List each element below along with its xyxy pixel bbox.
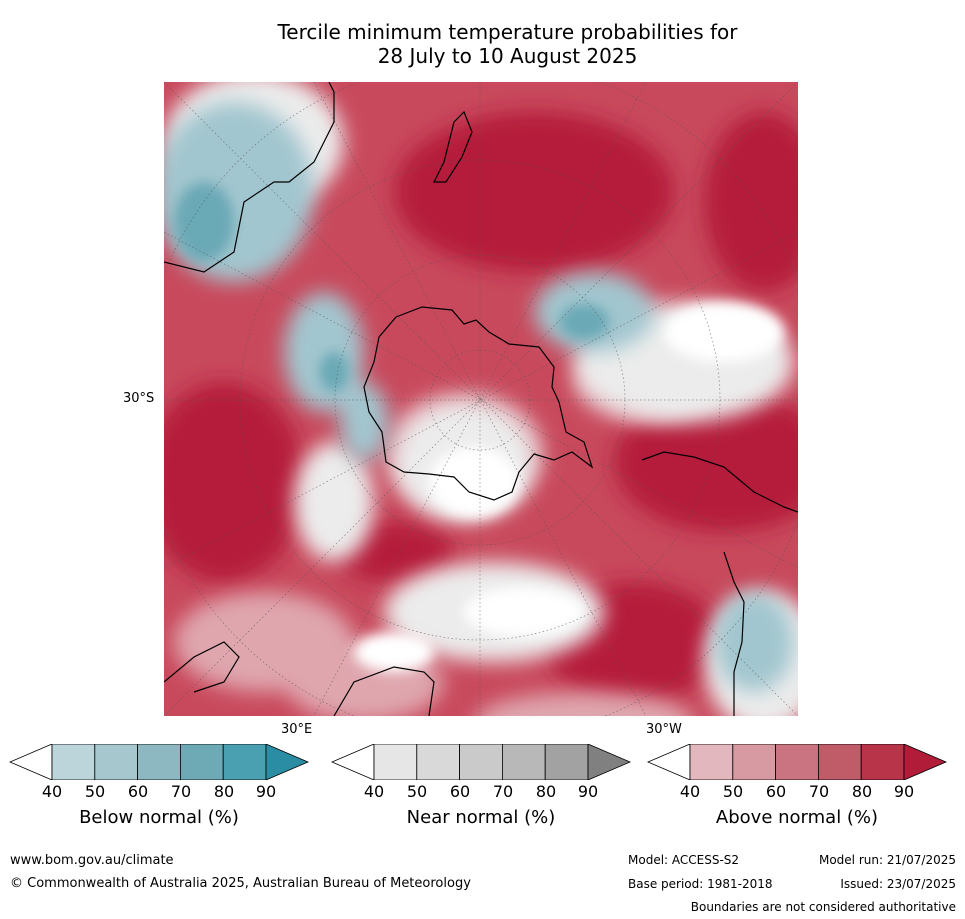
colorbar-extend-high <box>587 744 631 780</box>
colorbar-bin <box>689 744 734 780</box>
issued-date: Issued: 23/07/2025 <box>840 877 956 891</box>
lat-label-30s: 30°S <box>123 391 155 406</box>
colorbar-bin <box>860 744 905 780</box>
tick: 90 <box>577 782 599 801</box>
south-america-outline <box>641 451 798 716</box>
lon-label-30e: 30°E <box>281 722 313 737</box>
colorbar-extend-low <box>647 744 691 780</box>
base-period: Base period: 1981-2018 <box>628 877 773 891</box>
tick: 80 <box>535 782 557 801</box>
colorbar-below-normal <box>9 744 309 780</box>
colorbar-bin <box>416 744 461 780</box>
tick: 50 <box>722 782 744 801</box>
colorbar-bin <box>544 744 589 780</box>
new-zealand-outline <box>433 110 473 183</box>
colorbar-bin <box>459 744 503 780</box>
tick: 60 <box>765 782 787 801</box>
tick: 80 <box>213 782 235 801</box>
map-title: Tercile minimum temperature probabilitie… <box>0 20 965 68</box>
colorbar-bin <box>732 744 777 780</box>
probability-map <box>164 82 798 716</box>
colorbar-above-normal-ticks: 40 50 60 70 80 90 <box>647 782 947 802</box>
colorbar-bin <box>817 744 862 780</box>
colorbar-bin <box>775 744 819 780</box>
colorbar-bin <box>137 744 181 780</box>
tick: 70 <box>808 782 830 801</box>
tick: 60 <box>449 782 471 801</box>
model-name: Model: ACCESS-S2 <box>628 853 740 867</box>
below-normal-strong <box>174 182 609 392</box>
lon-label-30w: 30°W <box>646 722 682 737</box>
tick: 90 <box>255 782 277 801</box>
colorbar-near-normal-ticks: 40 50 60 70 80 90 <box>331 782 631 802</box>
colorbar-bin <box>222 744 267 780</box>
colorbar-bin <box>179 744 224 780</box>
australia-outline <box>164 82 335 273</box>
colorbar-below-normal-label: Below normal (%) <box>79 807 239 828</box>
model-run-date: Model run: 21/07/2025 <box>818 853 956 867</box>
tick: 50 <box>406 782 428 801</box>
colorbar-bin <box>501 744 546 780</box>
tick: 90 <box>893 782 915 801</box>
tick: 40 <box>363 782 385 801</box>
colorbar-bin <box>94 744 139 780</box>
antarctica-outline <box>363 306 594 501</box>
tick: 40 <box>41 782 63 801</box>
colorbar-bin <box>51 744 96 780</box>
tick: 70 <box>170 782 192 801</box>
colorbar-bin <box>373 744 418 780</box>
colorbar-above-normal <box>647 744 947 780</box>
boundaries-note: Boundaries are not considered authoritat… <box>690 900 956 914</box>
africa-outline <box>164 641 435 716</box>
colorbar-extend-high <box>903 744 947 780</box>
colorbar-extend-low <box>9 744 53 780</box>
copyright-text: © Commonwealth of Australia 2025, Austra… <box>10 876 471 891</box>
website-link[interactable]: www.bom.gov.au/climate <box>10 853 174 868</box>
title-line-1: Tercile minimum temperature probabilitie… <box>277 20 738 44</box>
tick: 50 <box>84 782 106 801</box>
tick: 70 <box>492 782 514 801</box>
graticule <box>164 82 798 716</box>
tick: 40 <box>679 782 701 801</box>
tick: 80 <box>851 782 873 801</box>
colorbar-above-normal-label: Above normal (%) <box>715 807 879 828</box>
tick: 60 <box>127 782 149 801</box>
colorbar-extend-low <box>331 744 375 780</box>
colorbar-near-normal <box>331 744 631 780</box>
colorbar-extend-high <box>265 744 309 780</box>
title-line-2: 28 July to 10 August 2025 <box>377 44 638 68</box>
colorbar-near-normal-label: Near normal (%) <box>406 807 556 828</box>
colorbar-below-normal-ticks: 40 50 60 70 80 90 <box>9 782 309 802</box>
